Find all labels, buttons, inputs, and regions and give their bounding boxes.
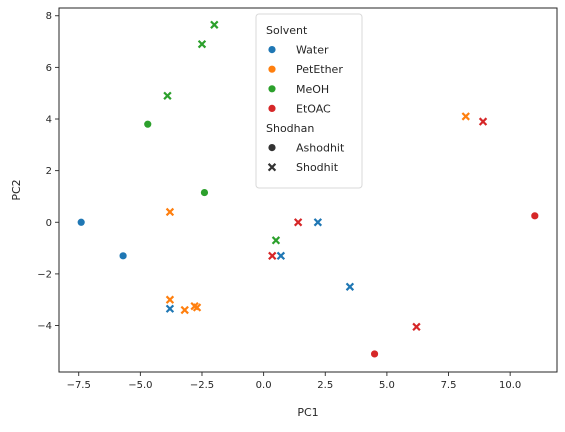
y-tick-label: 2 xyxy=(46,166,52,177)
y-tick-label: −2 xyxy=(37,269,52,280)
x-tick-label: −7.5 xyxy=(67,380,91,391)
series-etoac xyxy=(268,117,540,359)
point-petether-2 xyxy=(180,305,189,315)
legend-label-water: Water xyxy=(296,44,329,57)
legend-marker-etoac xyxy=(267,104,277,113)
point-etoac-4 xyxy=(412,322,421,332)
data-points xyxy=(76,20,540,359)
y-tick-label: 6 xyxy=(46,63,52,74)
legend-box xyxy=(255,13,363,189)
legend-label-etoac: EtOAC xyxy=(296,102,331,115)
point-petether-1 xyxy=(165,295,175,304)
legend-marker-shodhit xyxy=(267,163,277,172)
legend-label-ashodhit: Ashodhit xyxy=(296,142,345,155)
point-meoh-5 xyxy=(271,236,281,245)
point-water-2 xyxy=(165,304,175,313)
x-axis-ticks: −7.5 −5.0 −2.5 0.0 2.5 5.0 7.5 10.0 xyxy=(67,372,521,391)
legend-label-petether: PetEther xyxy=(296,63,343,76)
series-meoh xyxy=(143,20,281,245)
y-tick-label: 0 xyxy=(46,218,52,229)
x-axis-label: PC1 xyxy=(297,406,318,419)
y-axis-label: PC2 xyxy=(10,179,23,200)
point-meoh-1 xyxy=(200,188,209,197)
point-meoh-2 xyxy=(163,91,172,100)
legend-label-shodhit: Shodhit xyxy=(296,161,339,174)
point-petether-5 xyxy=(461,112,470,121)
legend-marker-meoh xyxy=(267,84,277,94)
x-tick-label: 7.5 xyxy=(441,380,457,391)
y-tick-label: −4 xyxy=(37,321,52,332)
series-petether xyxy=(165,112,470,315)
y-axis-ticks: −4 −2 0 2 4 6 8 xyxy=(37,11,59,332)
x-tick-label: 10.0 xyxy=(499,380,521,391)
point-etoac-0 xyxy=(370,349,379,359)
legend-marker-water xyxy=(267,45,277,54)
point-water-4 xyxy=(313,218,323,227)
point-meoh-0 xyxy=(143,119,153,129)
legend-label-meoh: MeOH xyxy=(296,83,329,96)
legend-marker-petether xyxy=(267,64,277,74)
point-water-0 xyxy=(76,217,86,227)
point-etoac-2 xyxy=(268,251,277,261)
x-tick-label: −5.0 xyxy=(128,380,152,391)
point-etoac-1 xyxy=(530,211,540,221)
point-etoac-3 xyxy=(293,218,303,227)
point-water-5 xyxy=(345,282,355,291)
x-tick-label: 5.0 xyxy=(379,380,395,391)
legend-title-solvent: Solvent xyxy=(266,24,308,37)
legend: Solvent Water PetEther MeOH EtOAC Shodhan Asho… xyxy=(255,13,363,189)
y-tick-label: 4 xyxy=(46,115,52,126)
plot-frame xyxy=(58,7,558,373)
x-tick-label: −2.5 xyxy=(190,380,214,391)
x-tick-label: 2.5 xyxy=(317,380,333,391)
point-water-3 xyxy=(276,251,286,261)
point-water-1 xyxy=(118,251,128,261)
series-water xyxy=(76,217,355,313)
point-petether-0 xyxy=(165,207,175,217)
x-tick-label: 0.0 xyxy=(256,380,272,391)
point-meoh-3 xyxy=(197,39,207,49)
legend-title-shodhan: Shodhan xyxy=(266,122,314,135)
point-petether-4 xyxy=(192,303,202,312)
y-tick-label: 8 xyxy=(46,11,52,22)
legend-marker-ashodhit xyxy=(267,143,277,153)
point-etoac-5 xyxy=(478,117,488,126)
point-meoh-4 xyxy=(210,20,219,29)
